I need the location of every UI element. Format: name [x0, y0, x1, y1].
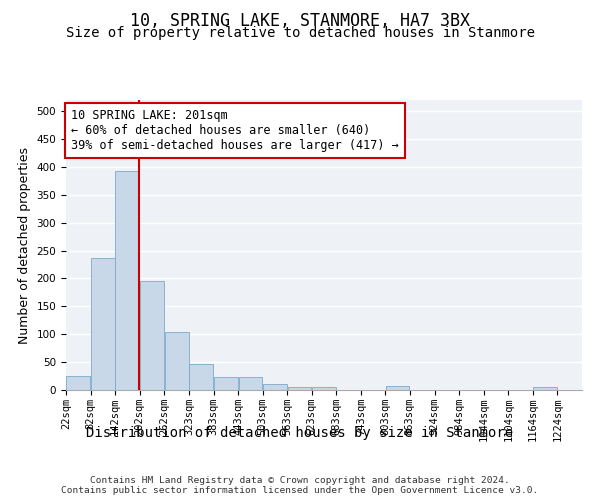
Text: Contains HM Land Registry data © Crown copyright and database right 2024.
Contai: Contains HM Land Registry data © Crown c… — [61, 476, 539, 495]
Bar — [67, 376, 90, 390]
Bar — [140, 280, 164, 390]
Bar — [164, 332, 188, 390]
Bar — [91, 258, 115, 390]
Text: Size of property relative to detached houses in Stanmore: Size of property relative to detached ho… — [65, 26, 535, 40]
Bar — [287, 387, 311, 390]
Text: 10, SPRING LAKE, STANMORE, HA7 3BX: 10, SPRING LAKE, STANMORE, HA7 3BX — [130, 12, 470, 30]
Bar — [190, 364, 213, 390]
Y-axis label: Number of detached properties: Number of detached properties — [18, 146, 31, 344]
Bar — [312, 387, 336, 390]
Bar — [533, 387, 557, 390]
Bar — [386, 386, 409, 390]
Text: 10 SPRING LAKE: 201sqm
← 60% of detached houses are smaller (640)
39% of semi-de: 10 SPRING LAKE: 201sqm ← 60% of detached… — [71, 108, 399, 152]
Bar — [263, 384, 287, 390]
Bar — [115, 171, 139, 390]
Bar — [214, 377, 238, 390]
Text: Distribution of detached houses by size in Stanmore: Distribution of detached houses by size … — [86, 426, 514, 440]
Bar — [239, 377, 262, 390]
